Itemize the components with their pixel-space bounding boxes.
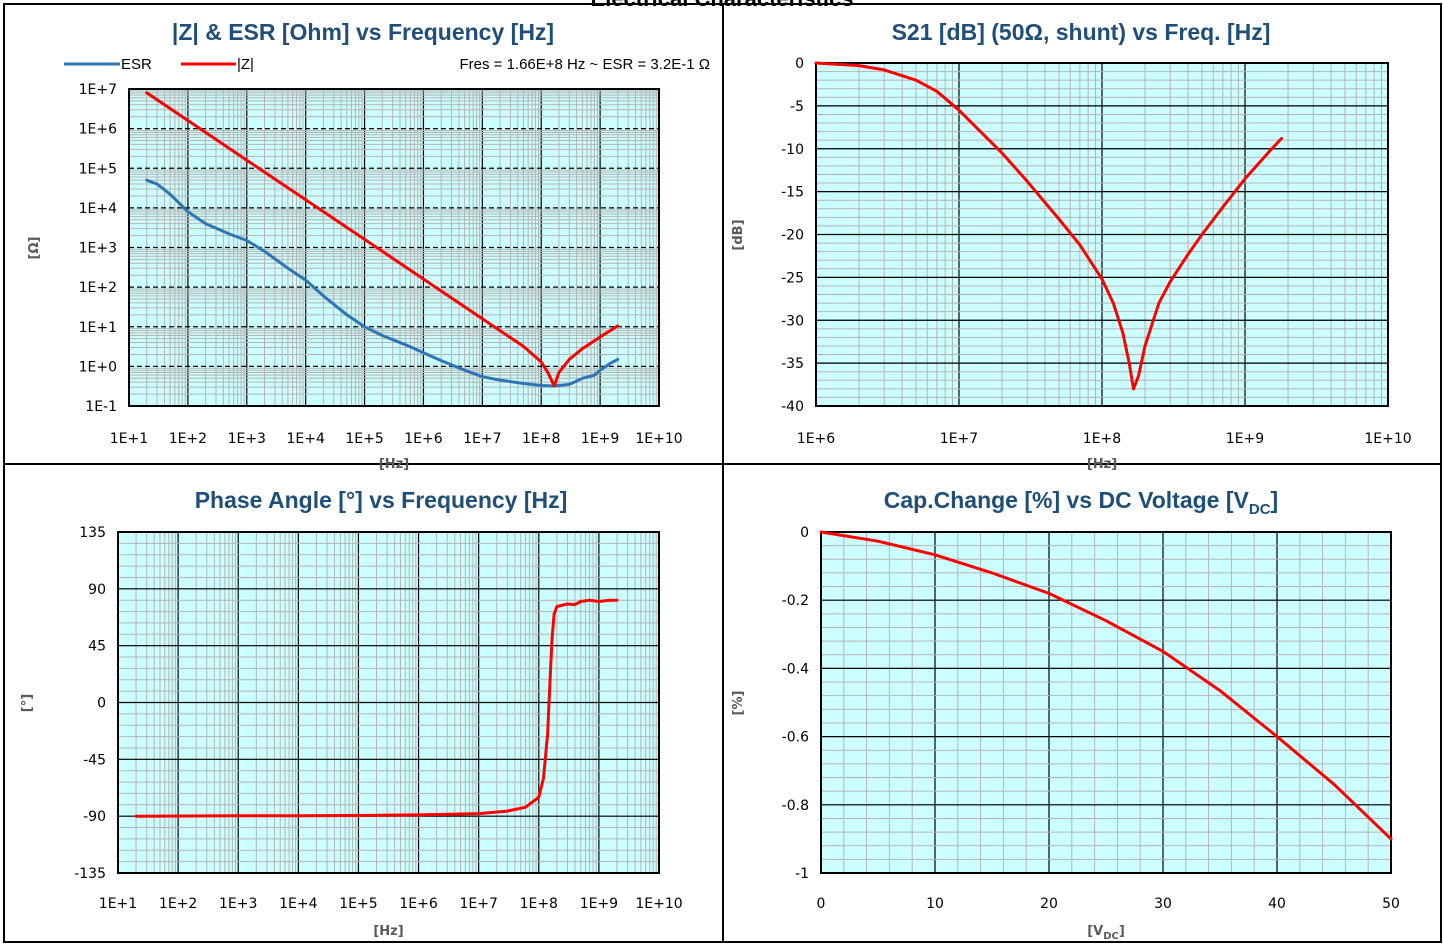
legend-label-z: |Z|	[237, 56, 254, 73]
y-tick-label: 0	[795, 56, 804, 72]
y-tick-label: -5	[790, 99, 804, 115]
y-tick-label: 90	[88, 582, 106, 598]
x-tick-label: 1E+4	[286, 431, 324, 447]
y-axis-label: [%]	[731, 691, 746, 716]
x-tick-label: 1E+6	[404, 431, 442, 447]
y-tick-label: -20	[781, 228, 804, 244]
chart-1: 1E+1 1E+2 1E+3 1E+4 1E+5 1E+6 1E+7 1E+8 1E+9 1E+1…	[27, 19, 710, 472]
x-tick-label: 1E+2	[159, 896, 197, 912]
y-tick-label: -0.6	[782, 730, 809, 746]
y-tick-label: 0	[97, 696, 106, 712]
chart-title: S21 [dB] (50Ω, shunt) vs Freq. [Hz]	[892, 19, 1271, 45]
y-axis-label: [dB]	[731, 219, 746, 250]
chart-2: 1E+6 1E+7 1E+8 1E+9 1E+10 0 -5 -10 -15 -20 -25 -30 -…	[731, 19, 1412, 472]
y-tick-label: -10	[781, 142, 804, 158]
y-tick-label: 45	[88, 639, 106, 655]
x-tick-label: 20	[1040, 896, 1058, 912]
y-tick-label: 135	[79, 525, 106, 541]
y-tick-label: 1E+6	[79, 122, 117, 138]
x-tick-label: 1E+7	[459, 896, 497, 912]
series-line-z	[145, 91, 620, 388]
x-tick-label: 1E+10	[1364, 431, 1411, 447]
x-tick-label: 1E+1	[99, 896, 137, 912]
y-tick-label: -40	[781, 399, 804, 415]
y-tick-label: -25	[781, 270, 804, 286]
x-axis-label: [Hz]	[1087, 457, 1117, 472]
x-tick-label: 1E+3	[219, 896, 257, 912]
x-tick-label: 1E+9	[580, 896, 618, 912]
y-tick-label: -30	[781, 313, 804, 329]
y-tick-label: 1E-1	[85, 399, 117, 415]
x-tick-label: 1E+10	[635, 896, 682, 912]
chart-title: Cap.Change [%] vs DC Voltage [VDC]	[884, 487, 1278, 518]
x-tick-label: 1E+9	[581, 431, 619, 447]
plot-border	[815, 62, 1389, 407]
x-tick-label: 1E+2	[169, 431, 207, 447]
x-tick-label: 50	[1382, 896, 1400, 912]
x-tick-label: 1E+5	[345, 431, 383, 447]
series-line-main	[134, 598, 619, 818]
x-tick-label: 1E+1	[110, 431, 148, 447]
y-tick-label: 0	[800, 525, 809, 541]
y-tick-label: -35	[781, 356, 804, 372]
x-tick-label: 1E+10	[635, 431, 682, 447]
x-tick-label: 40	[1268, 896, 1286, 912]
plot-area	[821, 532, 1391, 873]
resonance-annotation: Fres = 1.66E+8 Hz ~ ESR = 3.2E-1 Ω	[459, 56, 710, 73]
chart-title: |Z| & ESR [Ohm] vs Frequency [Hz]	[172, 19, 554, 45]
y-tick-label: 1E+1	[79, 320, 117, 336]
y-tick-label: 1E+4	[79, 201, 117, 217]
x-tick-label: 1E+3	[228, 431, 266, 447]
x-tick-label: 1E+5	[339, 896, 377, 912]
y-tick-label: 1E+3	[79, 241, 117, 257]
legend-label-esr: ESR	[121, 56, 152, 73]
x-tick-label: 30	[1154, 896, 1172, 912]
y-tick-label: -1	[795, 866, 809, 882]
x-tick-label: 10	[926, 896, 944, 912]
plot-border	[820, 531, 1392, 874]
y-tick-label: -0.4	[782, 661, 809, 677]
x-tick-label: 1E+8	[522, 431, 560, 447]
panel-frame-4	[722, 463, 1442, 943]
plot-border	[128, 88, 660, 407]
y-axis-label: [Ω]	[27, 237, 42, 260]
plot-border	[117, 531, 660, 874]
series-line-main	[814, 61, 1283, 391]
y-axis-label: [°]	[20, 694, 35, 712]
x-axis-label: [VDC]	[1087, 924, 1125, 942]
x-tick-label: 1E+8	[1083, 431, 1121, 447]
x-tick-label: 1E+8	[520, 896, 558, 912]
x-axis-label: [Hz]	[379, 457, 409, 472]
y-tick-label: -0.2	[782, 593, 809, 609]
x-tick-label: 1E+4	[279, 896, 317, 912]
y-tick-label: 1E+5	[79, 161, 117, 177]
y-tick-label: -15	[781, 185, 804, 201]
y-tick-label: 1E+2	[79, 280, 117, 296]
chart-3: 1E+1 1E+2 1E+3 1E+4 1E+5 1E+6 1E+7 1E+8 1E+9 1E+1…	[20, 487, 683, 939]
y-tick-label: 1E+7	[79, 82, 117, 98]
series-line-esr	[145, 178, 620, 388]
chart-4: 0 10 20 30 40 50 0 -0.2 -0.4 -0.6 -0.8 -1 Cap.Change…	[731, 487, 1400, 942]
series-line-main	[819, 530, 1393, 841]
x-axis-label: [Hz]	[373, 924, 403, 939]
x-tick-label: 1E+7	[940, 431, 978, 447]
x-tick-label: 0	[817, 896, 826, 912]
x-tick-label: 1E+6	[399, 896, 437, 912]
gridlines	[128, 88, 660, 407]
y-tick-label: 1E+0	[79, 359, 117, 375]
legend: ESR |Z|	[64, 56, 254, 73]
chart-title: Phase Angle [°] vs Frequency [Hz]	[195, 487, 568, 513]
gridlines	[815, 62, 1389, 407]
y-tick-label: -45	[83, 752, 106, 768]
x-tick-label: 1E+9	[1226, 431, 1264, 447]
y-tick-label: -90	[83, 809, 106, 825]
y-tick-label: -135	[74, 866, 106, 882]
x-tick-label: 1E+6	[797, 431, 835, 447]
y-tick-label: -0.8	[782, 798, 809, 814]
x-tick-label: 1E+7	[463, 431, 501, 447]
